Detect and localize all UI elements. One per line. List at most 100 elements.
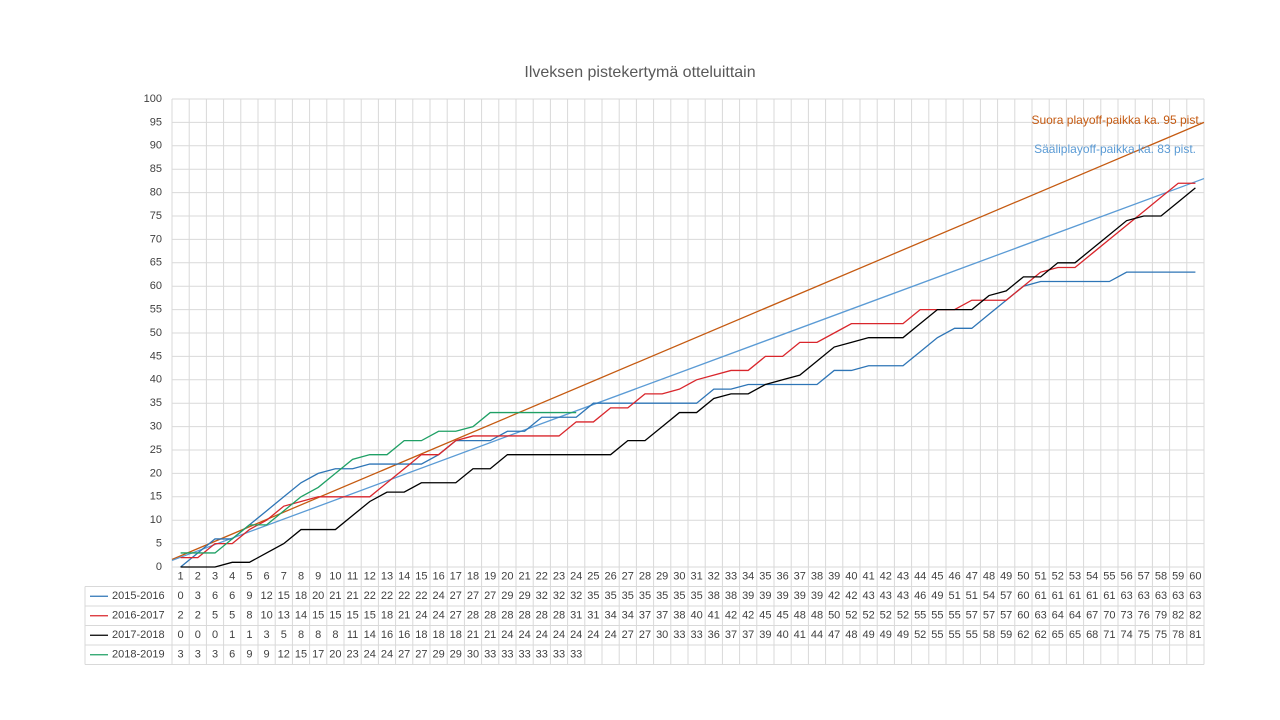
table-value: 46 [914,590,926,602]
table-value: 63 [1034,610,1046,622]
x-tick-label: 31 [690,571,702,583]
x-tick-label: 16 [432,571,444,583]
x-tick-label: 23 [553,571,565,583]
table-value: 3 [264,629,270,641]
table-value: 24 [518,629,530,641]
x-tick-label: 45 [931,571,943,583]
table-value: 49 [897,629,909,641]
table-value: 40 [690,610,702,622]
table-value: 43 [862,590,874,602]
table-value: 61 [1103,590,1115,602]
table-value: 15 [278,590,290,602]
table-value: 18 [295,590,307,602]
x-tick-label: 3 [212,571,218,583]
table-value: 6 [212,590,218,602]
table-value: 24 [553,629,565,641]
table-value: 20 [329,649,341,661]
table-value: 6 [229,590,235,602]
x-tick-label: 7 [281,571,287,583]
x-tick-label: 4 [229,571,235,583]
x-tick-label: 21 [518,571,530,583]
table-value: 54 [983,590,995,602]
table-value: 30 [467,649,479,661]
table-value: 24 [364,649,376,661]
table-value: 35 [690,590,702,602]
x-tick-label: 26 [604,571,616,583]
table-value: 52 [845,610,857,622]
table-value: 52 [862,610,874,622]
table-value: 64 [1052,610,1064,622]
table-value: 3 [212,649,218,661]
table-value: 3 [178,649,184,661]
table-value: 70 [1103,610,1115,622]
y-tick-label: 40 [150,374,162,386]
table-value: 11 [347,629,358,641]
x-tick-label: 9 [315,571,321,583]
table-value: 27 [622,629,634,641]
table-value: 15 [312,610,324,622]
x-tick-label: 24 [570,571,582,583]
table-value: 78 [1172,629,1184,641]
x-tick-label: 8 [298,571,304,583]
x-tick-label: 60 [1189,571,1201,583]
table-value: 43 [880,590,892,602]
table-value: 57 [1000,590,1012,602]
table-value: 61 [1069,590,1081,602]
x-tick-label: 42 [880,571,892,583]
table-value: 67 [1086,610,1098,622]
table-value: 18 [450,629,462,641]
table-value: 71 [1103,629,1115,641]
table-value: 32 [553,590,565,602]
y-tick-label: 65 [150,257,162,269]
table-value: 18 [381,610,393,622]
series-line [180,187,1196,568]
x-tick-label: 34 [742,571,754,583]
x-tick-label: 1 [178,571,184,583]
table-value: 24 [587,629,599,641]
table-value: 49 [862,629,874,641]
table-value: 76 [1138,610,1150,622]
table-value: 5 [212,610,218,622]
x-tick-label: 46 [948,571,960,583]
x-tick-label: 27 [622,571,634,583]
legend-label: 2017-2018 [112,629,165,641]
y-tick-label: 10 [150,514,162,526]
y-tick-label: 5 [156,538,162,550]
table-value: 42 [742,610,754,622]
y-tick-label: 20 [150,467,162,479]
table-value: 40 [776,629,788,641]
table-value: 16 [381,629,393,641]
table-value: 27 [398,649,410,661]
table-value: 33 [536,649,548,661]
table-value: 31 [587,610,599,622]
table-value: 62 [1017,629,1029,641]
table-value: 42 [725,610,737,622]
table-value: 29 [518,590,530,602]
x-tick-label: 30 [673,571,685,583]
table-value: 13 [278,610,290,622]
table-value: 24 [604,629,616,641]
table-value: 81 [1189,629,1201,641]
table-value: 63 [1120,590,1132,602]
table-value: 50 [828,610,840,622]
x-tick-label: 50 [1017,571,1029,583]
x-tick-label: 43 [897,571,909,583]
x-tick-label: 19 [484,571,496,583]
y-tick-label: 100 [144,93,162,105]
table-value: 28 [553,610,565,622]
table-value: 55 [914,610,926,622]
table-value: 24 [536,629,548,641]
table-value: 5 [229,610,235,622]
series-line [180,411,577,554]
table-value: 61 [1034,590,1046,602]
x-tick-label: 28 [639,571,651,583]
table-value: 0 [178,629,184,641]
y-tick-label: 90 [150,140,162,152]
table-value: 24 [415,610,427,622]
x-tick-label: 2 [195,571,201,583]
table-value: 48 [811,610,823,622]
y-tick-label: 15 [150,491,162,503]
table-value: 63 [1172,590,1184,602]
x-tick-label: 14 [398,571,410,583]
